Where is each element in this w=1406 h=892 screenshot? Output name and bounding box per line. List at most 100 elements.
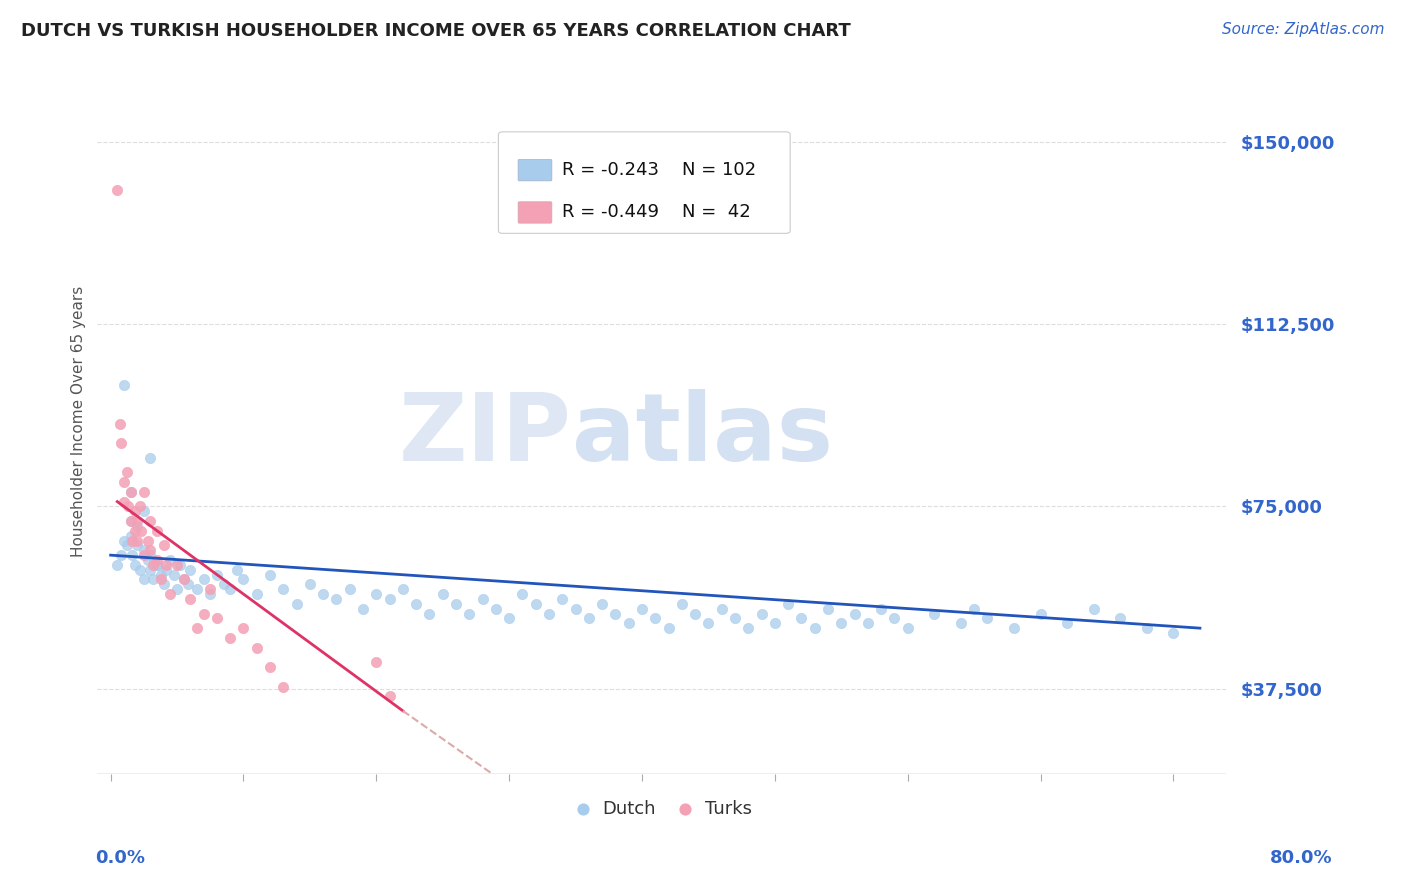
Point bbox=[155, 563, 177, 577]
Point bbox=[1029, 607, 1052, 621]
Point bbox=[273, 582, 295, 597]
Point bbox=[121, 548, 143, 562]
Point bbox=[132, 504, 155, 518]
Point bbox=[631, 601, 654, 615]
Point bbox=[418, 607, 440, 621]
Point bbox=[312, 587, 335, 601]
Point bbox=[129, 524, 152, 538]
Point bbox=[139, 514, 162, 528]
Point bbox=[1002, 621, 1025, 635]
Text: 80.0%: 80.0% bbox=[1270, 849, 1333, 867]
Point bbox=[163, 567, 186, 582]
Point bbox=[897, 621, 920, 635]
Point bbox=[564, 601, 586, 615]
Point bbox=[803, 621, 825, 635]
Point bbox=[124, 524, 146, 538]
Point bbox=[870, 601, 893, 615]
Point bbox=[132, 573, 155, 587]
Text: ZIP: ZIP bbox=[399, 390, 572, 482]
Point bbox=[150, 573, 173, 587]
Point bbox=[644, 611, 666, 625]
Text: 0.0%: 0.0% bbox=[96, 849, 146, 867]
Point bbox=[405, 597, 427, 611]
Point bbox=[1136, 621, 1159, 635]
Point bbox=[124, 558, 146, 572]
Point bbox=[115, 466, 138, 480]
Point bbox=[142, 573, 165, 587]
Point bbox=[219, 631, 242, 645]
Text: atlas: atlas bbox=[572, 390, 832, 482]
Point bbox=[193, 573, 215, 587]
Point bbox=[671, 597, 693, 611]
Point bbox=[146, 524, 169, 538]
Point bbox=[352, 601, 374, 615]
Point bbox=[551, 591, 574, 606]
Point bbox=[259, 660, 281, 674]
Point bbox=[205, 567, 228, 582]
Point bbox=[817, 601, 839, 615]
Y-axis label: Householder Income Over 65 years: Householder Income Over 65 years bbox=[72, 285, 86, 557]
Point bbox=[169, 558, 191, 572]
Point bbox=[115, 538, 138, 552]
Point bbox=[844, 607, 866, 621]
Point bbox=[120, 514, 142, 528]
Point bbox=[139, 548, 162, 562]
Point bbox=[285, 597, 308, 611]
Text: R = -0.243    N = 102: R = -0.243 N = 102 bbox=[562, 161, 756, 179]
Point bbox=[128, 563, 150, 577]
Point bbox=[120, 484, 142, 499]
Point bbox=[110, 548, 132, 562]
Point bbox=[121, 533, 143, 548]
Point bbox=[246, 640, 269, 655]
Point bbox=[179, 591, 201, 606]
Point bbox=[132, 484, 155, 499]
Point bbox=[150, 567, 173, 582]
Point bbox=[259, 567, 281, 582]
Point bbox=[136, 533, 159, 548]
Legend: Dutch, Turks: Dutch, Turks bbox=[565, 793, 759, 825]
Point bbox=[146, 553, 169, 567]
Point bbox=[605, 607, 627, 621]
Point bbox=[200, 587, 222, 601]
Point bbox=[219, 582, 242, 597]
Point bbox=[512, 587, 534, 601]
Point bbox=[127, 519, 149, 533]
Point bbox=[212, 577, 235, 591]
Point bbox=[617, 616, 640, 631]
Point bbox=[112, 377, 135, 392]
Point bbox=[155, 558, 177, 572]
Point bbox=[176, 577, 198, 591]
Point bbox=[830, 616, 852, 631]
Point bbox=[922, 607, 945, 621]
Point bbox=[112, 475, 135, 490]
Point bbox=[132, 548, 155, 562]
Point bbox=[697, 616, 720, 631]
Point bbox=[166, 558, 188, 572]
Point bbox=[1163, 626, 1185, 640]
Point bbox=[232, 621, 254, 635]
Point bbox=[658, 621, 681, 635]
Text: DUTCH VS TURKISH HOUSEHOLDER INCOME OVER 65 YEARS CORRELATION CHART: DUTCH VS TURKISH HOUSEHOLDER INCOME OVER… bbox=[21, 22, 851, 40]
Point bbox=[136, 553, 159, 567]
Point bbox=[432, 587, 454, 601]
Point bbox=[173, 573, 195, 587]
Point bbox=[578, 611, 600, 625]
Point bbox=[537, 607, 560, 621]
Point bbox=[392, 582, 415, 597]
Point bbox=[179, 563, 201, 577]
Point bbox=[273, 680, 295, 694]
Point bbox=[124, 504, 146, 518]
Point bbox=[159, 587, 181, 601]
Point bbox=[152, 538, 174, 552]
Point bbox=[120, 529, 142, 543]
Point bbox=[246, 587, 269, 601]
Point bbox=[458, 607, 481, 621]
Point bbox=[139, 543, 162, 558]
Point bbox=[339, 582, 361, 597]
Point bbox=[683, 607, 706, 621]
Point bbox=[139, 450, 162, 465]
Point bbox=[146, 558, 169, 572]
Point bbox=[186, 621, 208, 635]
Point bbox=[146, 558, 169, 572]
Text: Source: ZipAtlas.com: Source: ZipAtlas.com bbox=[1222, 22, 1385, 37]
